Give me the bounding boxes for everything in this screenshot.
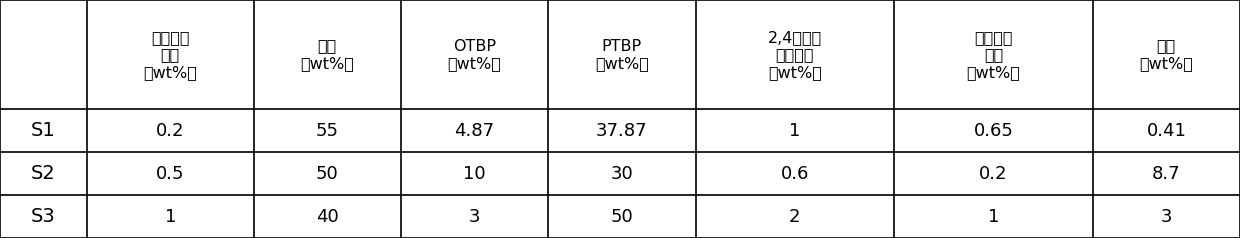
Text: 0.2: 0.2	[980, 165, 1008, 183]
Text: 1: 1	[988, 208, 999, 226]
Text: 1: 1	[789, 122, 801, 140]
Text: 0.65: 0.65	[973, 122, 1013, 140]
Text: 2: 2	[789, 208, 801, 226]
Text: OTBP
（wt%）: OTBP （wt%）	[448, 39, 501, 71]
Text: 3: 3	[1161, 208, 1172, 226]
Text: 轻组分副
产物
（wt%）: 轻组分副 产物 （wt%）	[144, 30, 197, 80]
Text: S2: S2	[31, 164, 56, 183]
Text: 8.7: 8.7	[1152, 165, 1180, 183]
Text: 其他
（wt%）: 其他 （wt%）	[1140, 39, 1193, 71]
Text: S3: S3	[31, 207, 56, 226]
Text: 40: 40	[316, 208, 339, 226]
Text: S1: S1	[31, 121, 56, 140]
Text: 1: 1	[165, 208, 176, 226]
Text: 4.87: 4.87	[455, 122, 495, 140]
Text: 3: 3	[469, 208, 480, 226]
Text: PTBP
（wt%）: PTBP （wt%）	[595, 39, 649, 71]
Text: 2,4－二叔
丁基苯酚
（wt%）: 2,4－二叔 丁基苯酚 （wt%）	[768, 30, 822, 80]
Text: 50: 50	[610, 208, 634, 226]
Text: 50: 50	[316, 165, 339, 183]
Text: 重组分副
产物
（wt%）: 重组分副 产物 （wt%）	[966, 30, 1021, 80]
Text: 10: 10	[464, 165, 486, 183]
Text: 55: 55	[316, 122, 339, 140]
Text: 37.87: 37.87	[596, 122, 647, 140]
Text: 0.5: 0.5	[156, 165, 185, 183]
Text: 30: 30	[610, 165, 634, 183]
Text: 0.41: 0.41	[1147, 122, 1187, 140]
Text: 0.2: 0.2	[156, 122, 185, 140]
Text: 苯酚
（wt%）: 苯酚 （wt%）	[300, 39, 355, 71]
Text: 0.6: 0.6	[781, 165, 808, 183]
